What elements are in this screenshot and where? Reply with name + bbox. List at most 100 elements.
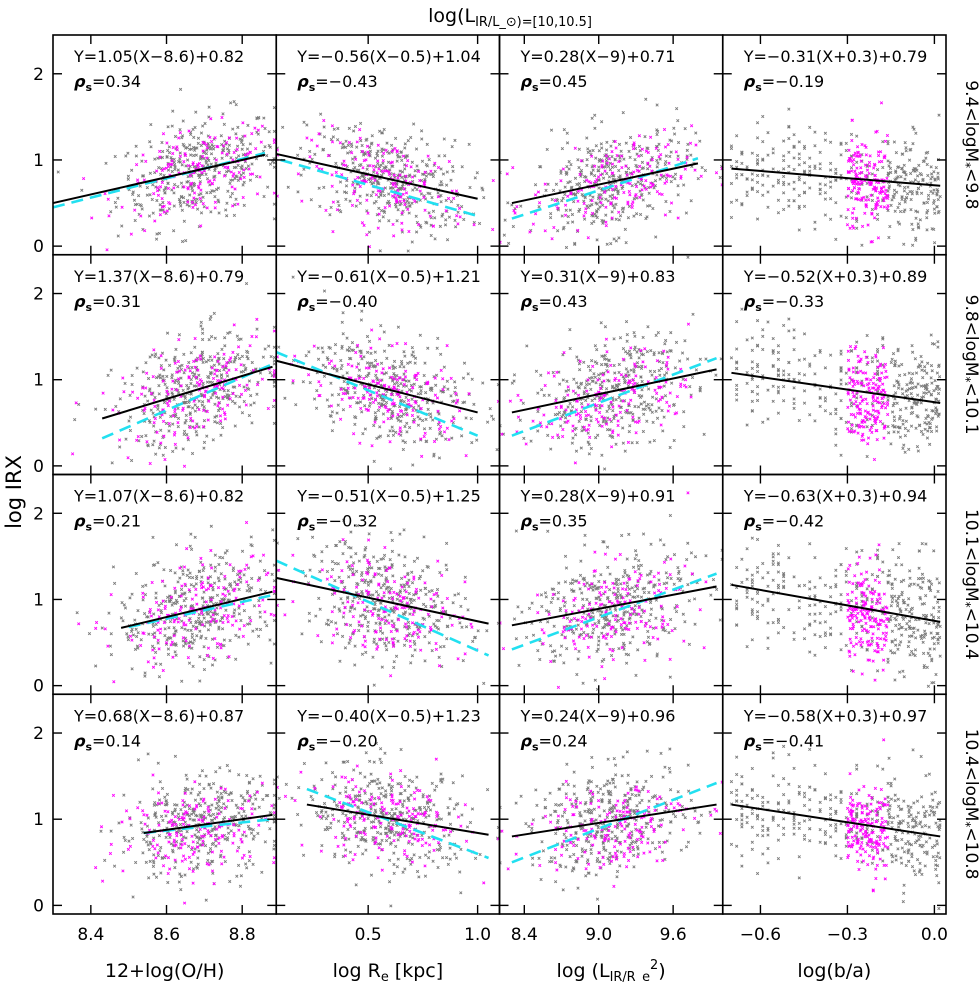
magenta-point [587,423,591,427]
grey-point [735,347,739,351]
grey-point [272,217,276,221]
grey-point [930,175,934,179]
magenta-point [583,210,588,215]
grey-point [330,393,334,397]
grey-point [110,461,114,465]
magenta-point [445,426,449,430]
grey-point [157,356,161,360]
grey-point [443,223,448,227]
grey-point [224,170,229,174]
grey-point [664,159,668,164]
grey-point [185,203,189,207]
grey-point [792,199,796,203]
magenta-point [402,187,406,191]
grey-point [450,145,454,149]
grey-point [158,203,162,207]
grey-point [246,566,251,570]
grey-point [403,167,407,171]
grey-point [173,571,177,575]
magenta-point [554,405,558,410]
grey-point [761,328,765,332]
grey-point [316,357,321,361]
grey-point [556,229,560,233]
grey-point [613,164,618,169]
grey-point [937,387,941,391]
grey-point [176,406,180,411]
grey-point [327,404,331,409]
magenta-point [404,191,409,195]
magenta-point [879,101,884,105]
magenta-point [162,210,166,214]
grey-point [227,169,231,173]
grey-point [241,142,245,147]
grey-point [236,178,240,182]
grey-point [549,212,553,216]
grey-point [904,406,908,410]
grey-point [849,427,854,431]
grey-point [673,172,678,176]
grey-point [177,333,182,337]
magenta-point [182,185,186,189]
grey-point [449,200,454,204]
magenta-point [458,215,462,219]
magenta-point [394,184,398,189]
grey-point [173,589,178,593]
magenta-point [576,228,580,232]
magenta-point [136,434,140,439]
magenta-point [253,126,257,130]
grey-point [490,414,494,418]
grey-point [272,384,276,388]
magenta-point [859,166,863,170]
grey-point [657,142,661,146]
grey-point [577,165,581,170]
grey-point [903,141,907,145]
magenta-point [852,186,857,190]
magenta-point [657,192,662,196]
grey-point [917,163,921,168]
grey-point [782,174,786,179]
grey-point [597,193,601,197]
magenta-point [621,357,625,361]
grey-point [205,177,210,181]
grey-point [215,593,220,597]
grey-point [194,430,198,434]
grey-point [776,389,781,393]
grey-point [398,169,402,173]
grey-point [573,242,577,247]
grey-point [865,425,869,429]
grey-point [126,177,130,181]
magenta-point [571,424,575,428]
magenta-point [310,138,314,142]
grey-point [428,426,432,430]
magenta-point [852,430,856,434]
grey-point [200,575,204,579]
grey-point [589,387,593,391]
magenta-point [366,211,370,215]
magenta-point [241,121,245,125]
grey-point [802,181,807,185]
spearman-rho: ρs=0.43 [521,292,588,314]
grey-point [844,371,848,375]
grey-point [808,125,812,130]
grey-point [364,138,368,142]
magenta-point [624,164,628,168]
grey-point [216,352,220,356]
magenta-point [362,223,366,228]
magenta-point [266,406,270,411]
grey-point [262,194,266,199]
grey-point [735,319,739,324]
magenta-point [879,205,883,209]
magenta-point [603,169,607,173]
grey-point [167,626,171,630]
magenta-point [863,409,868,413]
grey-point [414,230,419,234]
grey-point [400,158,404,163]
grey-point [901,418,905,423]
magenta-point [293,354,297,358]
grey-point [612,337,616,341]
grey-point [905,192,910,196]
magenta-point [600,424,604,428]
grey-point [750,366,754,371]
grey-point [652,186,656,190]
magenta-point [171,151,175,156]
